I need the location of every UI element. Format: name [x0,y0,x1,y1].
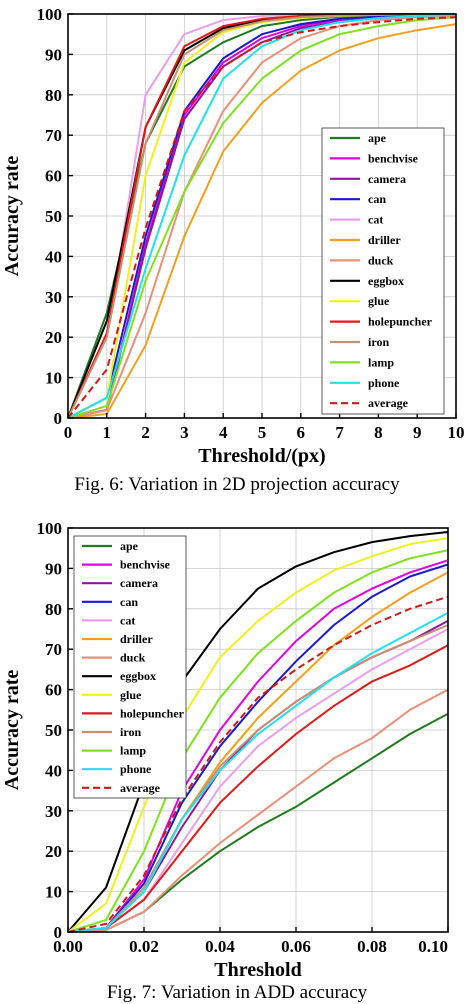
y-tick-label: 60 [45,681,62,700]
legend-label-driller: driller [368,233,401,247]
x-tick-label: 0.08 [357,937,387,956]
caption-fig6: Fig. 6: Variation in 2D projection accur… [74,474,400,495]
x-tick-label: 3 [180,423,189,442]
series-line-holepuncher [67,644,449,933]
legend-label-camera: camera [368,172,406,186]
y-axis-label: Accuracy rate [1,670,23,791]
legend-label-can: can [368,192,386,206]
series-line-driller [67,23,457,419]
legend-label-holepuncher: holepuncher [120,706,185,720]
y-tick-label: 10 [45,369,62,388]
series-line-glue [67,537,449,933]
legend-label-phone: phone [368,376,400,390]
x-tick-label: 5 [258,423,267,442]
x-tick-label: 2 [141,423,150,442]
legend-label-benchvise: benchvise [368,151,419,165]
y-tick-label: 40 [45,761,62,780]
y-tick-label: 10 [45,883,62,902]
legend-label-driller: driller [120,632,153,646]
x-tick-label: 1 [103,423,112,442]
legend-label-iron: iron [120,725,141,739]
x-tick-label: 0 [64,423,73,442]
legend-label-glue: glue [368,294,390,308]
series-line-can [67,563,449,933]
legend-label-iron: iron [368,335,389,349]
x-tick-label: 0.02 [129,937,159,956]
y-tick-label: 100 [37,5,63,24]
y-tick-label: 50 [45,207,62,226]
chart-2d-projection-accuracy: 0 10 20 30 40 50 60 70 80 90 100 0 1 2 3 4 5 6 7 8 9 10 Thresh… [1,5,465,467]
x-tick-label: 9 [413,423,422,442]
legend-label-can: can [120,595,138,609]
series-line-duck [67,14,457,419]
y-tick-label: 30 [45,288,62,307]
y-tick-label: 60 [45,167,62,186]
legend-label-ape: ape [368,131,387,145]
series-line-eggbox [67,531,449,933]
x-tick-label: 7 [335,423,344,442]
x-tick-label: 4 [219,423,228,442]
legend-box [321,127,445,415]
legend-label-camera: camera [120,576,158,590]
y-tick-label: 70 [45,640,62,659]
y-tick-label: 100 [37,519,63,538]
series-line-average [67,595,449,933]
legend-label-holepuncher: holepuncher [368,315,433,329]
legend-label-glue: glue [120,688,142,702]
legend-label-phone: phone [120,762,152,776]
legend-label-ape: ape [120,539,139,553]
x-axis-label: Threshold [214,959,301,980]
x-tick-label: 8 [374,423,383,442]
series-line-lamp [67,549,449,933]
y-tick-label: 80 [45,86,62,105]
x-tick-label: 6 [297,423,306,442]
y-tick-label: 0 [54,923,63,942]
legend-label-average: average [368,396,409,410]
x-tick-label: 10 [448,423,465,442]
chart-add-accuracy: 0 10 20 30 40 50 60 70 80 90 100 0.00 0.02 0.04 0.06 0.… [1,519,449,980]
legend-label-lamp: lamp [368,355,394,369]
legend-label-eggbox: eggbox [368,274,404,288]
series-line-average [67,16,457,419]
series-line-phone [67,13,457,419]
x-tick-label: 0.10 [418,937,448,956]
y-tick-label: 40 [45,247,62,266]
y-tick-label: 80 [45,600,62,619]
legend-label-lamp: lamp [120,744,146,758]
legend-label-eggbox: eggbox [120,669,156,683]
x-tick-label: 0.00 [53,937,83,956]
x-tick-label: 0.04 [205,937,235,956]
series-line-lamp [67,16,457,419]
legend-box [73,535,187,799]
y-tick-label: 0 [54,409,63,428]
y-tick-label: 50 [45,721,62,740]
y-tick-label: 30 [45,802,62,821]
caption-fig7: Fig. 7: Variation in ADD accuracy [106,982,368,1003]
y-tick-label: 90 [45,45,62,64]
y-axis-label: Accuracy rate [1,156,23,277]
y-tick-label: 20 [45,328,62,347]
legend-label-duck: duck [120,651,146,665]
series-line-benchvise [67,559,449,933]
legend-label-cat: cat [120,613,135,627]
legend-label-duck: duck [368,253,394,267]
x-axis-label: Threshold/(px) [198,445,325,467]
series-line-duck [67,688,449,933]
y-tick-label: 20 [45,842,62,861]
series-line-phone [67,611,449,933]
legend-label-average: average [120,781,161,795]
series-line-iron [67,624,449,933]
y-tick-label: 90 [45,559,62,578]
x-tick-label: 0.06 [281,937,311,956]
y-tick-label: 70 [45,126,62,145]
legend-label-cat: cat [368,213,383,227]
legend-label-benchvise: benchvise [120,558,171,572]
